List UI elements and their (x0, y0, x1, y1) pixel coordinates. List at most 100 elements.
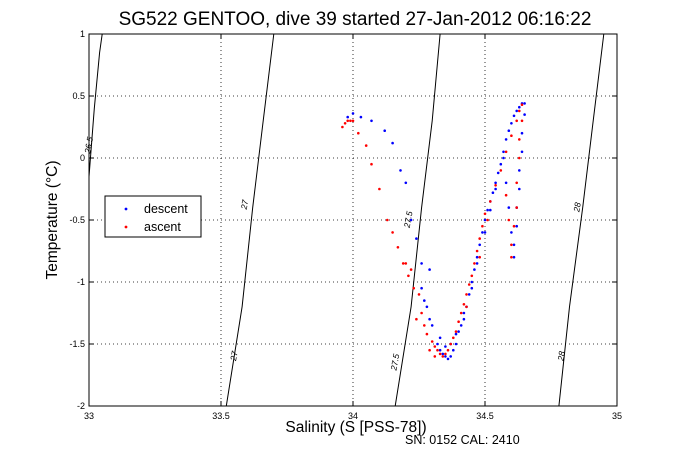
descent-point (483, 218, 487, 222)
ascent-point (452, 336, 455, 340)
descent-point (370, 119, 373, 123)
ascent-point (462, 303, 466, 306)
ascent-point (428, 348, 431, 352)
descent-point (351, 112, 355, 115)
descent-point (475, 255, 479, 259)
y-tick-label: 0 (80, 153, 85, 163)
ascent-point (465, 305, 468, 309)
descent-point (425, 305, 429, 309)
ascent-point (494, 184, 497, 187)
serial-cal-footer: SN: 0152 CAL: 2410 (405, 433, 520, 447)
descent-point (454, 342, 458, 346)
ascent-point (457, 320, 460, 324)
ascent-point (478, 255, 482, 259)
descent-point (504, 138, 508, 141)
descent-point (459, 324, 463, 327)
ascent-point (401, 262, 405, 265)
ascent-point (470, 274, 474, 278)
ascent-point (459, 311, 463, 315)
descent-point (489, 208, 492, 212)
ascent-point (349, 119, 352, 123)
descent-point (462, 317, 466, 321)
descent-point (383, 129, 387, 132)
ascent-point (467, 283, 471, 286)
ascent-point (420, 311, 423, 315)
descent-point (457, 330, 460, 333)
legend-box (104, 195, 202, 238)
ascent-point (483, 212, 487, 216)
ascent-point (378, 187, 381, 191)
descent-point (507, 129, 511, 132)
ascent-point (409, 268, 413, 271)
descent-point (444, 355, 447, 358)
ascent-point (425, 332, 429, 336)
y-axis-label: Temperature (°C) (44, 160, 61, 279)
ascent-point (473, 262, 476, 265)
ascent-point (444, 352, 447, 356)
descent-point (420, 262, 423, 265)
contour-label: 27 (239, 199, 251, 211)
descent-point (481, 231, 484, 234)
ascent-point (430, 340, 434, 343)
descent-point (518, 169, 521, 172)
descent-point (470, 280, 474, 284)
ascent-point (436, 348, 439, 352)
data-points (341, 102, 526, 361)
descent-point (449, 355, 453, 358)
ascent-point (489, 200, 492, 203)
x-tick-label: 33 (84, 411, 94, 421)
descent-point (420, 286, 423, 290)
ascent-point (407, 274, 410, 278)
descent-point (438, 348, 442, 352)
descent-point (454, 332, 458, 336)
ascent-point (433, 345, 437, 348)
descent-point (441, 352, 445, 356)
ascent-point (433, 355, 437, 358)
ascent-point (504, 193, 508, 197)
descent-point (491, 191, 495, 194)
ascent-point (515, 119, 518, 123)
contour-label: 28 (555, 350, 567, 362)
legend-descent-label: descent (144, 202, 188, 216)
density-contour-line (225, 34, 275, 406)
density-contour-line (89, 34, 103, 177)
y-tick-label: -1.5 (69, 339, 85, 349)
ascent-point (446, 348, 450, 352)
descent-point (486, 208, 489, 212)
ascent-point (486, 218, 489, 222)
chart-title: SG522 GENTOO, dive 39 started 27-Jan-201… (119, 9, 592, 30)
y-tick-label: -1 (77, 277, 85, 287)
descent-point (507, 206, 511, 209)
ascent-point (515, 206, 518, 209)
ascent-point (370, 162, 373, 166)
legend-descent-marker (124, 207, 128, 211)
ascent-point (507, 218, 511, 222)
descent-point (430, 324, 434, 327)
contour-label: 27.5 (388, 353, 401, 372)
descent-point (473, 268, 476, 271)
ascent-point (423, 324, 426, 327)
ascent-point (415, 317, 418, 321)
descent-point (502, 156, 505, 160)
ascent-point (510, 255, 513, 259)
ascent-point (475, 249, 479, 253)
ascent-point (417, 293, 421, 296)
ascent-point (518, 156, 521, 160)
descent-point (510, 122, 513, 125)
ascent-point (520, 103, 524, 106)
ascent-point (510, 243, 513, 247)
x-tick-label: 33.5 (212, 411, 230, 421)
descent-point (512, 243, 516, 247)
ascent-point (357, 131, 360, 135)
descent-point (515, 224, 518, 228)
descent-point (438, 336, 442, 340)
legend-ascent-marker (124, 225, 128, 229)
ascent-point (386, 218, 389, 222)
ascent-point (404, 262, 408, 265)
descent-point (423, 299, 426, 302)
descent-point (504, 181, 508, 185)
x-axis-label: Salinity (S [PSS-78]) (285, 419, 426, 436)
contour-label: 28 (571, 201, 583, 213)
axis-ticks: 33 33.5 34 34.5 35 -2 -1.5 -1 -0.5 0 0.5 1 (69, 29, 622, 421)
